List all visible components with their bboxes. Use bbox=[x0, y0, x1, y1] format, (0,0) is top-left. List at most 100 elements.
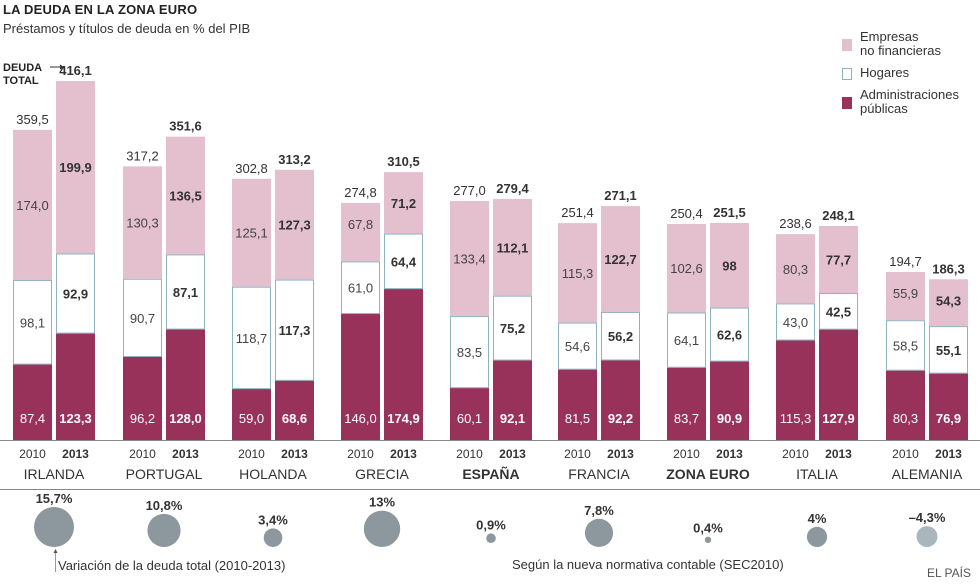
label-administraciones: 68,6 bbox=[282, 411, 307, 426]
label-empresas: 115,3 bbox=[562, 266, 594, 281]
label-variation: 7,8% bbox=[584, 503, 614, 518]
tick-label-year: 2010 bbox=[456, 447, 483, 461]
tick-label-country: HOLANDA bbox=[239, 466, 307, 482]
label-empresas: 136,5 bbox=[169, 189, 202, 204]
tick-label-year: 2013 bbox=[607, 447, 634, 461]
bar-hogares bbox=[710, 307, 749, 362]
label-total: 279,4 bbox=[496, 181, 529, 196]
bubble-variation bbox=[363, 510, 401, 547]
bar-empresas bbox=[667, 223, 706, 313]
label-empresas: 77,7 bbox=[826, 252, 851, 267]
bar-hogares bbox=[384, 233, 423, 290]
bar-hogares bbox=[123, 278, 162, 358]
bar-hogares bbox=[275, 279, 314, 381]
label-variation: –4,3% bbox=[909, 510, 946, 525]
label-hogares: 56,2 bbox=[608, 329, 633, 344]
label-variation: 13% bbox=[369, 495, 395, 510]
legend-label-empresas-1: Empresas bbox=[860, 29, 919, 44]
tick-label-year: 2013 bbox=[825, 447, 852, 461]
bar-hogares bbox=[450, 316, 489, 389]
bubble-variation bbox=[486, 533, 496, 543]
label-administraciones: 59,0 bbox=[239, 411, 264, 426]
tick-label-year: 2013 bbox=[172, 447, 199, 461]
label-hogares: 92,9 bbox=[63, 287, 88, 302]
label-hogares: 42,5 bbox=[826, 304, 851, 319]
chart-subtitle: Préstamos y títulos de deuda en % del PI… bbox=[3, 21, 251, 36]
bar-administraciones bbox=[232, 389, 271, 440]
tick-label-year: 2010 bbox=[347, 447, 374, 461]
legend-item-hogares: Hogares bbox=[842, 66, 959, 80]
bar-empresas bbox=[819, 225, 858, 293]
bar-empresas bbox=[710, 223, 749, 308]
bar-empresas bbox=[601, 206, 640, 312]
legend-item-empresas: Empresas no financieras bbox=[842, 30, 959, 58]
tick-label-year: 2010 bbox=[782, 447, 809, 461]
label-administraciones: 81,5 bbox=[565, 411, 590, 426]
bar-hogares bbox=[558, 322, 597, 370]
bar-hogares bbox=[886, 320, 925, 371]
bar-administraciones bbox=[384, 289, 423, 440]
bar-hogares bbox=[166, 254, 205, 330]
bar-empresas bbox=[558, 223, 597, 323]
label-total: 351,6 bbox=[169, 119, 202, 134]
note-sec2010: Según la nueva normativa contable (SEC20… bbox=[512, 557, 784, 572]
bar-administraciones bbox=[710, 361, 749, 440]
deuda-total-label-line1: DEUDA bbox=[3, 62, 43, 74]
bar-administraciones bbox=[886, 370, 925, 440]
label-total: 302,8 bbox=[235, 161, 268, 176]
legend-label-admin-1: Administraciones bbox=[860, 87, 959, 102]
bar-hogares bbox=[601, 311, 640, 361]
bubble-variation bbox=[584, 518, 614, 547]
bar-administraciones bbox=[275, 380, 314, 440]
legend-swatch-administraciones bbox=[842, 97, 852, 109]
tick-label-country: ZONA EURO bbox=[666, 466, 750, 482]
label-total: 186,3 bbox=[932, 261, 965, 276]
legend-label-hogares: Hogares bbox=[860, 65, 910, 80]
tick-label-year: 2010 bbox=[129, 447, 156, 461]
bar-empresas bbox=[232, 178, 271, 287]
bubble-variation bbox=[147, 513, 181, 547]
label-total: 194,7 bbox=[889, 254, 922, 269]
label-total: 248,1 bbox=[822, 208, 855, 223]
label-administraciones: 96,2 bbox=[130, 411, 155, 426]
label-variation: 4% bbox=[808, 511, 827, 526]
label-variation: 3,4% bbox=[258, 512, 288, 527]
tick-label-year: 2013 bbox=[935, 447, 962, 461]
label-hogares: 54,6 bbox=[565, 339, 590, 354]
legend-item-administraciones: Administraciones públicas bbox=[842, 88, 959, 116]
bar-empresas bbox=[123, 166, 162, 279]
bar-hogares bbox=[667, 312, 706, 368]
tick-label-year: 2013 bbox=[390, 447, 417, 461]
label-administraciones: 127,9 bbox=[822, 411, 855, 426]
bar-administraciones bbox=[776, 340, 815, 440]
bar-administraciones bbox=[819, 329, 858, 440]
bar-administraciones bbox=[558, 369, 597, 440]
bar-hogares bbox=[776, 303, 815, 341]
label-administraciones: 115,3 bbox=[780, 411, 812, 426]
label-total: 251,5 bbox=[713, 205, 746, 220]
label-variation: 10,8% bbox=[146, 498, 183, 513]
bar-administraciones bbox=[13, 364, 52, 440]
label-total: 313,2 bbox=[278, 152, 311, 167]
label-administraciones: 80,3 bbox=[893, 411, 918, 426]
bar-administraciones bbox=[929, 373, 968, 440]
label-empresas: 122,7 bbox=[604, 252, 637, 267]
bar-empresas bbox=[384, 172, 423, 234]
bar-hogares bbox=[493, 295, 532, 361]
bar-empresas bbox=[166, 136, 205, 255]
note-variation: Variación de la deuda total (2010-2013) bbox=[58, 558, 286, 573]
bubble-variation bbox=[263, 528, 283, 548]
tick-label-country: ESPAÑA bbox=[462, 465, 519, 482]
legend-label-empresas-2: no financieras bbox=[860, 43, 941, 58]
label-total: 277,0 bbox=[453, 183, 486, 198]
tick-label-year: 2010 bbox=[238, 447, 265, 461]
bar-administraciones bbox=[667, 367, 706, 440]
bar-hogares bbox=[56, 253, 95, 334]
label-empresas: 71,2 bbox=[391, 196, 416, 211]
label-hogares: 117,3 bbox=[279, 323, 311, 338]
bar-empresas bbox=[56, 81, 95, 254]
bar-hogares bbox=[929, 326, 968, 374]
bar-administraciones bbox=[601, 360, 640, 440]
label-hogares: 64,4 bbox=[391, 254, 417, 269]
